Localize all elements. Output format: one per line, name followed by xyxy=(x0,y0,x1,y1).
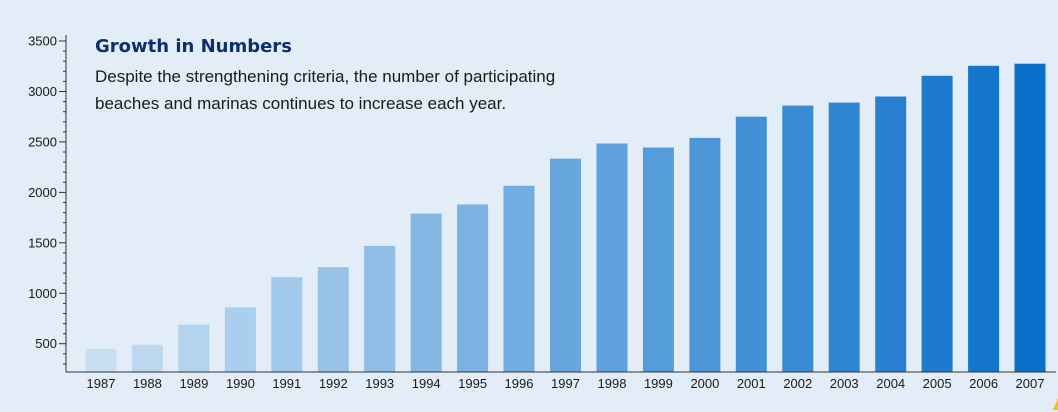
bar-2006 xyxy=(968,65,1000,373)
x-tick-label: 1994 xyxy=(412,376,441,391)
x-tick-label: 1988 xyxy=(133,376,162,391)
x-tick-label: 1995 xyxy=(458,376,487,391)
x-tick-label: 1998 xyxy=(598,376,627,391)
x-tick-label: 1990 xyxy=(226,376,255,391)
bar-1998 xyxy=(596,143,628,372)
bar-1990 xyxy=(224,307,256,372)
x-tick-label: 1993 xyxy=(365,376,394,391)
x-tick-label: 2001 xyxy=(737,376,766,391)
bar-1988 xyxy=(131,344,163,372)
bar-2000 xyxy=(689,137,721,372)
bar-1994 xyxy=(410,213,442,372)
x-tick-label: 2002 xyxy=(783,376,812,391)
bar-1996 xyxy=(503,185,535,372)
y-tick-label: 3500 xyxy=(28,34,57,49)
x-tick-label: 2007 xyxy=(1016,376,1045,391)
bar-1995 xyxy=(457,204,489,372)
bar-1993 xyxy=(364,245,396,372)
bar-2003 xyxy=(828,102,860,372)
chart-subtitle: Despite the strengthening criteria, the … xyxy=(95,67,556,113)
bar-1997 xyxy=(550,158,581,372)
y-axis: 500 1000 1500 2000 2500 3000 3500 xyxy=(28,34,67,372)
x-tick-label: 1992 xyxy=(319,376,348,391)
x-tick-label: 2004 xyxy=(876,376,905,391)
chart-title: Growth in Numbers xyxy=(95,36,292,57)
y-tick-label: 2500 xyxy=(28,134,57,149)
y-tick-label: 3000 xyxy=(28,84,57,99)
bar-2001 xyxy=(735,116,767,372)
x-tick-label: 1997 xyxy=(551,376,580,391)
bar-2002 xyxy=(782,105,814,372)
bars-group xyxy=(85,63,1046,373)
bar-1999 xyxy=(642,147,674,372)
y-tick-label: 2000 xyxy=(28,185,57,200)
bar-2005 xyxy=(921,75,953,373)
x-tick-label: 2000 xyxy=(690,376,719,391)
x-tick-label: 2006 xyxy=(969,376,998,391)
x-tick-label: 1989 xyxy=(179,376,208,391)
x-tick-label: 1996 xyxy=(505,376,534,391)
y-tick-label: 1000 xyxy=(28,286,57,301)
x-tick-label: 2005 xyxy=(923,376,952,391)
y-tick-label: 1500 xyxy=(28,235,57,250)
bar-1989 xyxy=(178,324,210,372)
y-tick-label: 500 xyxy=(35,336,57,351)
x-tick-label: 1987 xyxy=(87,376,116,391)
corner-mark xyxy=(1053,398,1058,410)
x-tick-label: 1991 xyxy=(272,376,301,391)
x-tick-label: 1999 xyxy=(644,376,673,391)
bar-2007 xyxy=(1014,63,1046,372)
bar-1987 xyxy=(85,348,117,372)
bar-1992 xyxy=(317,267,349,372)
bar-2004 xyxy=(875,96,907,372)
bar-1991 xyxy=(271,277,303,372)
x-axis: 1987 1988 1989 1990 1991 1992 1993 1994 1995 1996… xyxy=(66,371,1056,391)
x-tick-label: 2003 xyxy=(830,376,859,391)
